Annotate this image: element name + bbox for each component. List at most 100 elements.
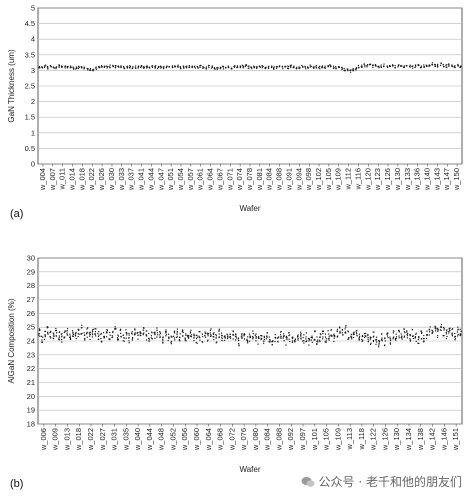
data-point-dot — [83, 334, 86, 337]
data-point-dot — [50, 337, 52, 339]
data-point-dot — [344, 331, 347, 333]
data-point-dot — [316, 342, 318, 345]
data-point-dot — [223, 339, 226, 341]
y-tick-label: 1.5 — [25, 113, 35, 122]
data-point-dot — [269, 338, 271, 341]
data-point-dot — [39, 335, 41, 337]
x-tick-label: w_126 — [383, 168, 392, 191]
data-point-dot — [178, 339, 180, 341]
data-point-dot — [241, 335, 243, 337]
data-point-dot — [176, 333, 178, 336]
data-point-dot — [66, 328, 69, 330]
data-point-dot — [83, 66, 85, 69]
data-point-dot — [315, 67, 317, 69]
data-point — [289, 64, 292, 69]
y-tick-label: 3.5 — [25, 50, 35, 59]
data-point-dot — [361, 340, 363, 343]
data-point-dot — [273, 66, 275, 68]
data-point-dot — [168, 66, 170, 68]
data-point-dot — [367, 340, 370, 342]
data-point-dot — [332, 65, 335, 67]
data-point-dot — [324, 67, 326, 69]
data-point-dot — [189, 332, 192, 334]
data-point — [263, 335, 265, 344]
data-point-dot — [343, 67, 345, 70]
data-point — [380, 64, 383, 68]
data-point — [162, 336, 164, 344]
data-point-dot — [293, 66, 295, 69]
data-point — [431, 329, 434, 334]
data-point-dot — [229, 333, 231, 335]
data-point-dot — [254, 334, 256, 336]
data-point-dot — [386, 335, 389, 337]
data-point-dot — [323, 67, 325, 69]
data-point-dot — [358, 67, 360, 69]
data-point-dot — [137, 66, 139, 68]
data-point — [419, 65, 422, 69]
x-tick-label: w_052 — [168, 428, 177, 451]
data-point-dot — [112, 330, 114, 333]
data-point-dot — [341, 68, 343, 70]
data-point-dot — [125, 329, 127, 331]
data-point — [95, 66, 98, 70]
data-point — [71, 330, 75, 338]
data-point-dot — [346, 68, 348, 70]
data-point-dot — [322, 336, 324, 338]
data-point — [420, 330, 423, 340]
x-tick-label: w_018 — [77, 168, 86, 191]
data-point-dot — [101, 65, 103, 68]
data-point-dot — [184, 338, 186, 340]
data-point-dot — [77, 67, 80, 70]
data-point-dot — [220, 67, 222, 69]
data-point — [268, 336, 271, 343]
data-point-dot — [319, 333, 321, 335]
data-point-dot — [339, 330, 341, 332]
data-point-dot — [392, 65, 394, 67]
data-point — [223, 335, 226, 341]
data-point-dot — [56, 332, 58, 334]
data-point — [258, 65, 262, 68]
data-point — [38, 328, 41, 337]
data-point-dot — [72, 335, 74, 338]
data-point-dot — [196, 65, 198, 67]
data-point-dot — [457, 65, 459, 67]
data-point-dot — [245, 64, 247, 66]
data-point-dot — [353, 331, 355, 333]
data-point — [383, 63, 385, 68]
data-point-dot — [268, 341, 271, 343]
data-point — [442, 326, 445, 337]
data-point — [374, 64, 377, 67]
data-point — [69, 333, 72, 341]
data-point-dot — [106, 332, 108, 334]
data-point-dot — [184, 339, 186, 341]
y-tick-label: 28 — [27, 281, 35, 290]
data-point-dot — [122, 340, 124, 342]
data-point — [360, 64, 363, 69]
data-point-dot — [375, 65, 377, 67]
data-point-dot — [263, 335, 265, 337]
data-point-dot — [446, 335, 448, 338]
data-point — [372, 331, 375, 343]
data-point-dot — [231, 67, 233, 69]
data-point-dot — [252, 337, 254, 339]
data-point-dot — [94, 333, 96, 335]
data-point-dot — [173, 330, 176, 332]
data-point-dot — [389, 339, 392, 342]
data-point — [405, 64, 408, 67]
data-point-dot — [454, 65, 456, 67]
data-point-dot — [356, 334, 358, 337]
data-point-dot — [162, 67, 165, 69]
data-point-dot — [210, 328, 212, 330]
data-point-dot — [386, 333, 388, 336]
data-point-dot — [440, 325, 442, 328]
data-point-dot — [134, 333, 136, 336]
data-point-dot — [95, 335, 97, 337]
data-point-dot — [170, 343, 173, 345]
data-point-dot — [47, 67, 49, 69]
data-point-dot — [205, 68, 207, 70]
data-point-dot — [71, 330, 74, 332]
data-point-dot — [146, 66, 148, 68]
data-point-dot — [233, 66, 236, 68]
data-point-dot — [242, 67, 244, 69]
